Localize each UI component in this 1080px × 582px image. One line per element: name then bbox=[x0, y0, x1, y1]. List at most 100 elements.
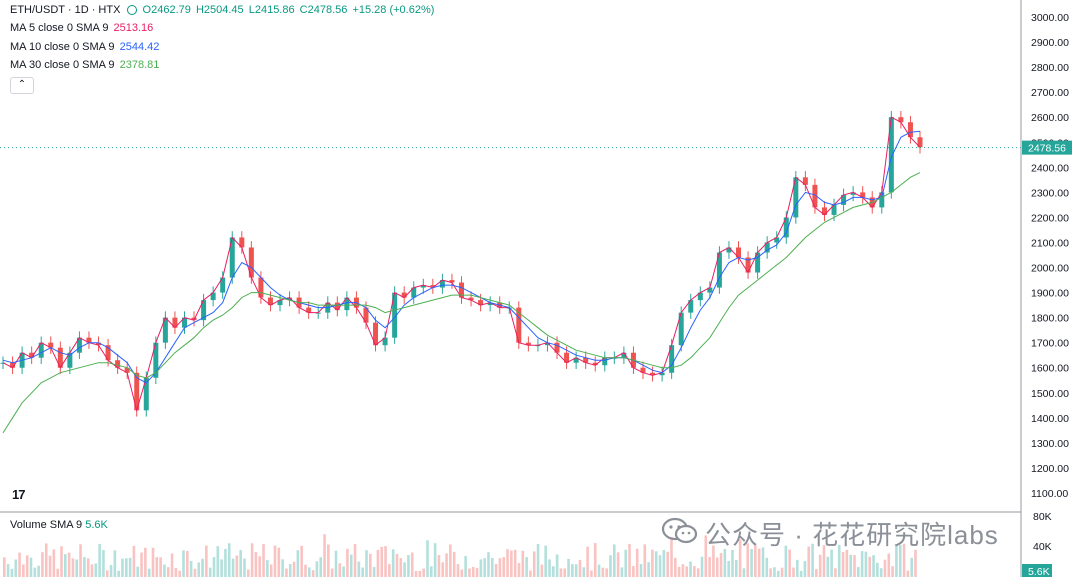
volume-bar bbox=[41, 552, 44, 577]
volume-bar bbox=[216, 546, 220, 577]
candle-body bbox=[67, 352, 73, 368]
volume-tick-label: 5.6K bbox=[1028, 566, 1050, 577]
candle-body bbox=[745, 257, 751, 273]
candle bbox=[821, 201, 827, 222]
tradingview-logo[interactable]: 17 bbox=[12, 487, 26, 502]
candle-body bbox=[267, 297, 273, 306]
candle bbox=[287, 291, 293, 307]
volume-legend[interactable]: Volume SMA 9 5.6K bbox=[10, 519, 108, 531]
candle bbox=[401, 286, 407, 304]
volume-bar bbox=[849, 554, 852, 577]
volume-bar bbox=[696, 568, 700, 577]
volume-bar bbox=[590, 570, 593, 577]
candle-body bbox=[181, 317, 187, 328]
volume-value: 5.6K bbox=[85, 519, 108, 531]
volume-bar bbox=[224, 548, 227, 577]
volume-bar bbox=[475, 567, 479, 577]
ma5-legend[interactable]: MA 5 close 0 SMA 9 2513.16 bbox=[10, 22, 155, 34]
volume-bar bbox=[357, 561, 361, 577]
volume-bar bbox=[319, 557, 323, 577]
volume-bar bbox=[510, 550, 513, 577]
volume-bar bbox=[498, 558, 502, 577]
volume-bar bbox=[738, 539, 742, 577]
candle bbox=[239, 231, 245, 254]
volume-bar bbox=[10, 568, 14, 577]
candle bbox=[602, 351, 608, 372]
symbol-label[interactable]: ETH/USDT · 1D · HTX bbox=[10, 4, 121, 16]
volume-bar bbox=[529, 570, 532, 577]
volume-bar bbox=[754, 545, 757, 577]
volume-bar bbox=[788, 549, 791, 577]
volume-bar bbox=[662, 549, 666, 577]
volume-bar bbox=[79, 544, 82, 577]
candle-body bbox=[716, 252, 722, 288]
volume-bar bbox=[914, 549, 917, 577]
price-tick-label: 1900.00 bbox=[1031, 288, 1069, 300]
collapse-legend-button[interactable]: ⌃ bbox=[10, 77, 34, 94]
volume-bar bbox=[643, 544, 647, 577]
volume-bar bbox=[776, 570, 780, 577]
volume-bar bbox=[300, 545, 303, 577]
wechat-icon bbox=[661, 517, 698, 544]
volume-bar bbox=[628, 543, 631, 577]
volume-bar bbox=[616, 552, 620, 577]
price-tick-label: 2200.00 bbox=[1031, 212, 1069, 224]
ma30-legend[interactable]: MA 30 close 0 SMA 9 2378.81 bbox=[10, 59, 161, 71]
volume-bar bbox=[56, 568, 59, 577]
candle-body bbox=[220, 277, 226, 293]
volume-bar bbox=[220, 559, 223, 577]
volume-bar bbox=[269, 564, 273, 577]
volume-bar bbox=[845, 549, 849, 577]
volume-bar bbox=[86, 558, 90, 577]
candle bbox=[306, 301, 312, 319]
candle bbox=[736, 241, 742, 264]
ma5-value: 2513.16 bbox=[113, 22, 154, 34]
volume-bar bbox=[353, 544, 357, 577]
candle-body bbox=[229, 237, 235, 278]
volume-bar bbox=[121, 558, 124, 577]
close-value: C2478.56 bbox=[299, 4, 348, 16]
candle-body bbox=[793, 177, 799, 218]
candle-body bbox=[401, 292, 407, 298]
volume-tick-label: 80K bbox=[1033, 511, 1052, 523]
volume-bar bbox=[605, 568, 608, 577]
volume-bar bbox=[727, 561, 730, 577]
candle bbox=[439, 273, 445, 294]
volume-bar bbox=[166, 567, 170, 577]
volume-bar bbox=[60, 546, 63, 577]
volume-bar bbox=[841, 552, 845, 577]
ma10-legend[interactable]: MA 10 close 0 SMA 9 2544.42 bbox=[10, 41, 161, 53]
volume-tick-label: 40K bbox=[1033, 541, 1052, 553]
price-tick-label: 3000.00 bbox=[1031, 12, 1069, 24]
volume-bar bbox=[815, 569, 818, 577]
volume-bar bbox=[700, 556, 704, 577]
volume-bar bbox=[113, 550, 117, 577]
candle bbox=[201, 293, 207, 327]
last-price-tag bbox=[1022, 140, 1072, 155]
volume-bar bbox=[410, 552, 414, 577]
ma30-label: MA 30 close 0 SMA 9 bbox=[10, 59, 115, 71]
ma5-label: MA 5 close 0 SMA 9 bbox=[10, 22, 109, 34]
volume-bar bbox=[464, 556, 467, 577]
price-tick-label: 2700.00 bbox=[1031, 87, 1069, 99]
volume-bar bbox=[48, 555, 52, 577]
volume-bar bbox=[765, 557, 769, 577]
volume-bar bbox=[449, 544, 452, 577]
volume-bar bbox=[395, 553, 399, 577]
price-tick-label: 2400.00 bbox=[1031, 162, 1069, 174]
candle-body bbox=[373, 322, 379, 346]
volume-bar bbox=[376, 549, 380, 577]
volume-bar bbox=[349, 554, 353, 577]
watermark-text: 公众号 · 花花研究院labs bbox=[705, 520, 999, 550]
volume-bar bbox=[647, 562, 650, 577]
volume-last-tag bbox=[1022, 564, 1052, 578]
candle-body bbox=[172, 317, 178, 328]
change-value: +15.28 (+0.62%) bbox=[352, 4, 435, 16]
volume-bar bbox=[399, 558, 403, 577]
volume-bar bbox=[338, 563, 342, 577]
volume-bar bbox=[407, 555, 410, 577]
open-value: O2462.79 bbox=[142, 4, 191, 16]
price-tick-label: 2300.00 bbox=[1031, 187, 1069, 199]
